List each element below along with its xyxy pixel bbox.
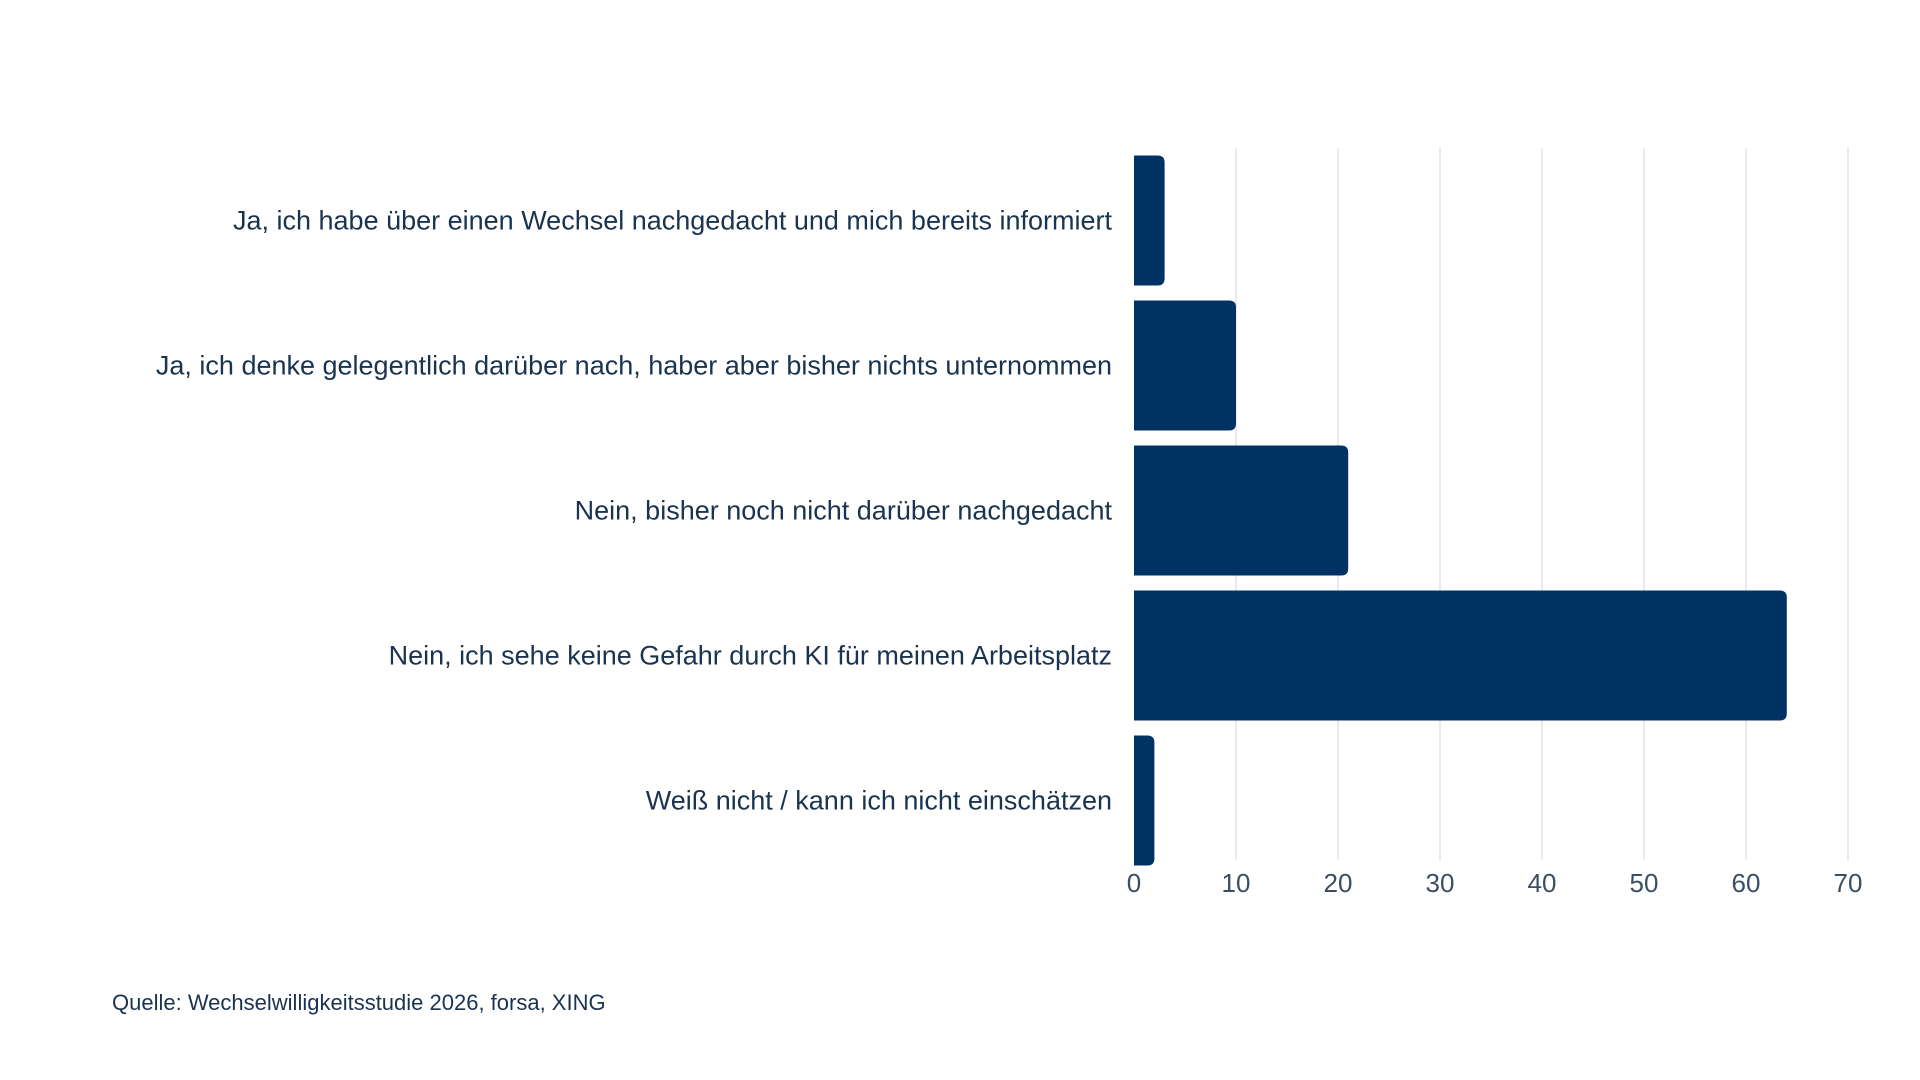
x-tick-label: 50 bbox=[1630, 868, 1659, 898]
category-label-2: Ja, ich denke gelegentlich darüber nach,… bbox=[156, 351, 1112, 381]
category-label-5: Weiß nicht / kann ich nicht einschätzen bbox=[646, 786, 1112, 816]
x-tick-label: 60 bbox=[1732, 868, 1761, 898]
x-tick-label: 30 bbox=[1426, 868, 1455, 898]
category-labels: Ja, ich habe über einen Wechsel nachgeda… bbox=[156, 206, 1113, 816]
category-label-4: Nein, ich sehe keine Gefahr durch KI für… bbox=[389, 641, 1112, 671]
source-note: Quelle: Wechselwilligkeitsstudie 2026, f… bbox=[112, 990, 606, 1015]
bar-4 bbox=[1134, 590, 1787, 721]
x-tick-label: 40 bbox=[1528, 868, 1557, 898]
x-tick-label: 10 bbox=[1222, 868, 1251, 898]
x-tick-label: 0 bbox=[1127, 868, 1141, 898]
grid-lines bbox=[1235, 148, 1849, 860]
bar-3 bbox=[1134, 445, 1349, 576]
x-tick-label: 20 bbox=[1324, 868, 1353, 898]
category-label-1: Ja, ich habe über einen Wechsel nachgeda… bbox=[233, 206, 1113, 236]
x-tick-label: 70 bbox=[1834, 868, 1863, 898]
bar-5 bbox=[1134, 735, 1155, 866]
bars bbox=[1134, 155, 1787, 866]
category-label-3: Nein, bisher noch nicht darüber nachgeda… bbox=[575, 496, 1113, 526]
bar-2 bbox=[1134, 300, 1236, 431]
x-axis-ticks: 0 10 20 30 40 50 60 70 bbox=[1127, 868, 1863, 898]
bar-1 bbox=[1134, 155, 1165, 286]
